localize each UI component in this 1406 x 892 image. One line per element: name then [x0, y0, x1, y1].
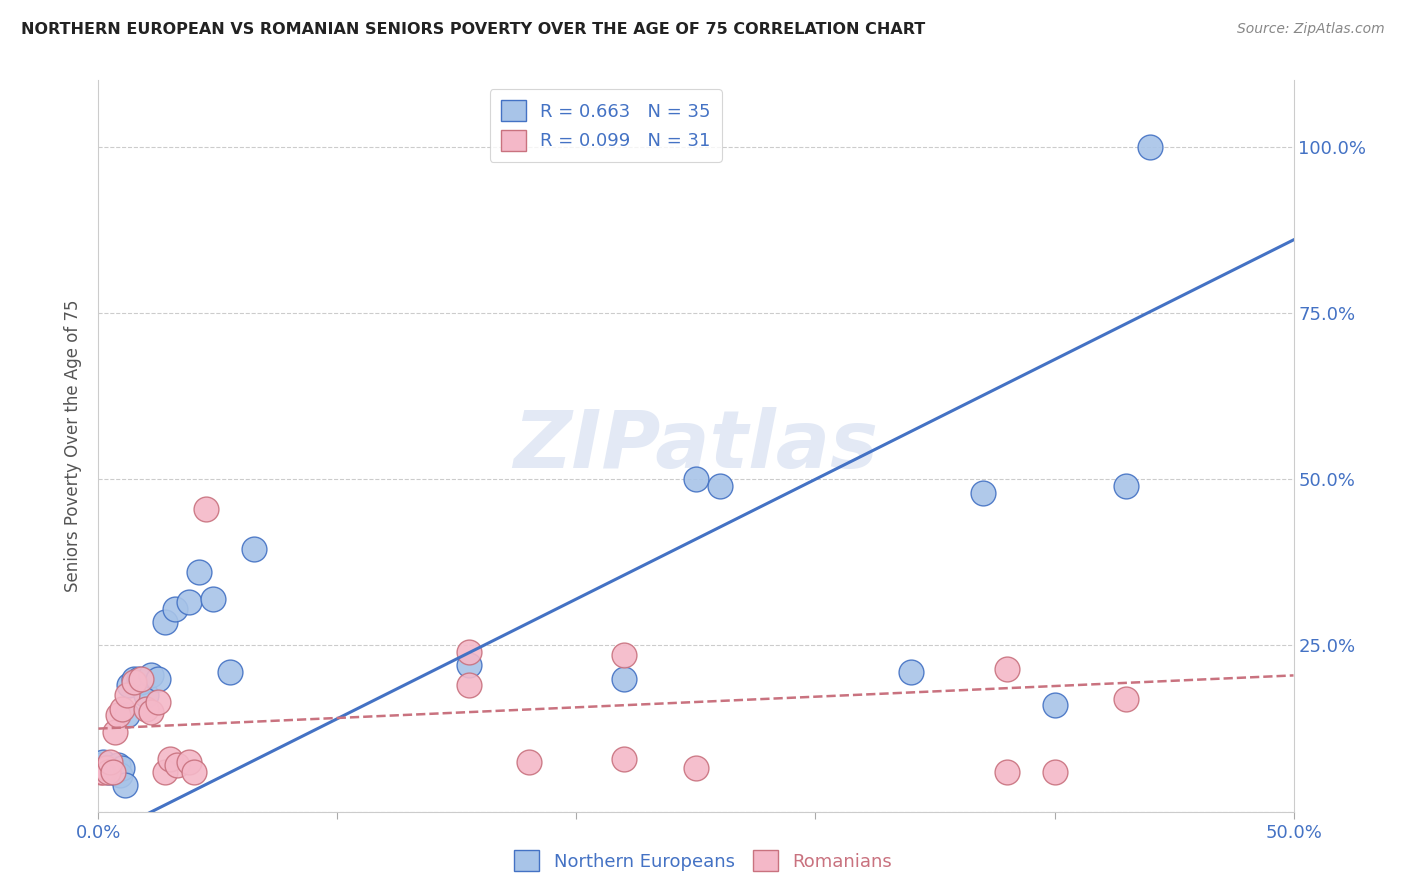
Point — [111, 701, 134, 715]
Point — [115, 708, 138, 723]
Point — [159, 751, 181, 765]
Point — [91, 764, 114, 779]
Point — [107, 708, 129, 723]
Point — [685, 762, 707, 776]
Point — [194, 502, 218, 516]
Point — [1139, 140, 1161, 154]
Point — [900, 665, 922, 679]
Point — [183, 764, 205, 779]
Point — [101, 764, 124, 779]
Point — [107, 758, 129, 772]
Point — [94, 762, 117, 776]
Point — [517, 755, 540, 769]
Point — [179, 595, 201, 609]
Point — [1115, 479, 1137, 493]
Point — [114, 778, 136, 792]
Point — [118, 678, 141, 692]
Legend: R = 0.663   N = 35, R = 0.099   N = 31: R = 0.663 N = 35, R = 0.099 N = 31 — [489, 89, 721, 161]
Point — [685, 472, 707, 486]
Point — [995, 764, 1018, 779]
Point — [91, 755, 114, 769]
Point — [166, 758, 188, 772]
Point — [124, 675, 146, 690]
Point — [97, 764, 120, 779]
Point — [458, 678, 481, 692]
Point — [613, 751, 636, 765]
Point — [135, 701, 157, 715]
Y-axis label: Seniors Poverty Over the Age of 75: Seniors Poverty Over the Age of 75 — [65, 300, 83, 592]
Point — [131, 675, 153, 690]
Text: ZIPatlas: ZIPatlas — [513, 407, 879, 485]
Point — [98, 755, 122, 769]
Point — [155, 615, 177, 630]
Point — [111, 762, 134, 776]
Point — [104, 762, 127, 776]
Point — [139, 668, 162, 682]
Point — [458, 645, 481, 659]
Point — [709, 479, 731, 493]
Point — [115, 689, 138, 703]
Point — [139, 705, 162, 719]
Point — [155, 764, 177, 779]
Point — [613, 648, 636, 663]
Legend: Northern Europeans, Romanians: Northern Europeans, Romanians — [506, 843, 900, 879]
Point — [179, 755, 201, 769]
Point — [243, 542, 266, 557]
Point — [613, 672, 636, 686]
Point — [458, 658, 481, 673]
Point — [972, 485, 994, 500]
Point — [1043, 764, 1066, 779]
Point — [1043, 698, 1066, 713]
Point — [135, 689, 157, 703]
Point — [101, 764, 124, 779]
Point — [98, 762, 122, 776]
Point — [97, 764, 120, 779]
Point — [148, 672, 170, 686]
Point — [995, 662, 1018, 676]
Point — [104, 725, 127, 739]
Text: Source: ZipAtlas.com: Source: ZipAtlas.com — [1237, 22, 1385, 37]
Point — [108, 768, 131, 782]
Point — [94, 762, 117, 776]
Point — [187, 566, 209, 580]
Point — [1115, 691, 1137, 706]
Point — [163, 602, 186, 616]
Point — [202, 591, 225, 606]
Point — [219, 665, 242, 679]
Point — [90, 758, 112, 772]
Text: NORTHERN EUROPEAN VS ROMANIAN SENIORS POVERTY OVER THE AGE OF 75 CORRELATION CHA: NORTHERN EUROPEAN VS ROMANIAN SENIORS PO… — [21, 22, 925, 37]
Point — [124, 672, 146, 686]
Point — [128, 672, 150, 686]
Point — [131, 672, 153, 686]
Point — [90, 764, 112, 779]
Point — [148, 695, 170, 709]
